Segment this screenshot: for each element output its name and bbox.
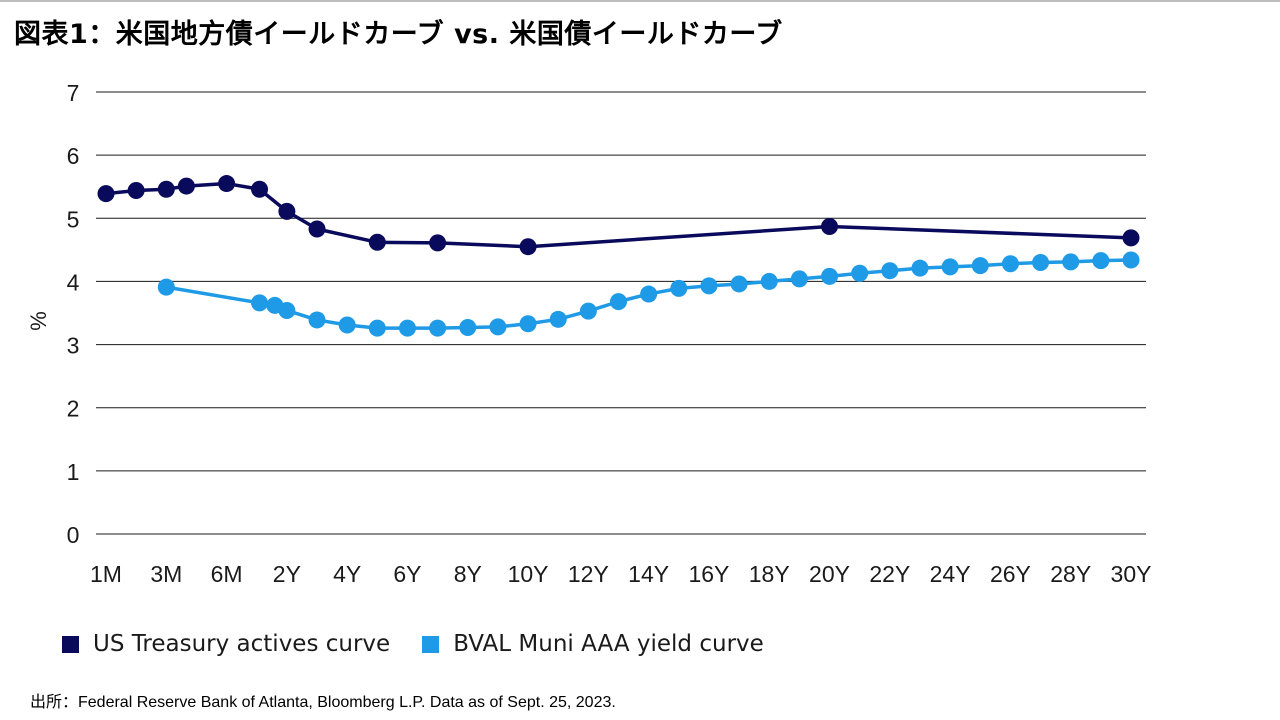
- data-point: [519, 315, 537, 333]
- data-point: [519, 238, 537, 256]
- data-point: [489, 318, 507, 336]
- data-point: [308, 311, 326, 329]
- y-tick-label: 1: [67, 459, 80, 485]
- y-axis-ticks: 0 1 2 3 4 5 6 7: [67, 80, 80, 548]
- top-rule: [0, 0, 1280, 2]
- data-point: [251, 180, 269, 198]
- legend-item-treasury: US Treasury actives curve: [62, 631, 390, 657]
- y-tick-label: 5: [67, 206, 80, 232]
- data-point: [218, 175, 236, 193]
- series-treasury: [97, 175, 1140, 256]
- data-point: [338, 316, 356, 334]
- data-point: [640, 285, 658, 303]
- legend-label-muni: BVAL Muni AAA yield curve: [453, 631, 764, 657]
- y-axis-label: %: [26, 311, 51, 331]
- data-point: [851, 264, 869, 282]
- x-tick-label: 18Y: [749, 561, 790, 587]
- x-tick-label: 16Y: [688, 561, 729, 587]
- data-point: [610, 293, 627, 311]
- legend-item-muni: BVAL Muni AAA yield curve: [422, 631, 764, 657]
- legend-swatch-muni: [422, 635, 440, 653]
- x-tick-label: 10Y: [508, 561, 549, 587]
- x-tick-label: 8Y: [454, 561, 482, 587]
- data-point: [459, 319, 477, 337]
- series-muni: [157, 251, 1140, 337]
- y-tick-label: 3: [67, 333, 80, 359]
- data-point: [670, 279, 688, 297]
- data-point: [398, 319, 416, 337]
- x-tick-label: 1M: [90, 561, 122, 587]
- data-point: [177, 177, 195, 195]
- data-point: [127, 182, 145, 200]
- data-point: [308, 220, 326, 238]
- data-point: [941, 258, 959, 276]
- data-point: [429, 234, 447, 252]
- chart-title: 図表1：米国地方債イールドカーブ vs. 米国債イールドカーブ: [14, 19, 783, 50]
- data-point: [579, 302, 597, 320]
- data-point: [157, 180, 175, 198]
- x-tick-label: 28Y: [1050, 561, 1091, 587]
- data-point: [821, 217, 839, 235]
- data-point: [157, 278, 175, 296]
- x-tick-label: 30Y: [1111, 561, 1152, 587]
- data-point: [1122, 229, 1140, 247]
- source-note: 出所：Federal Reserve Bank of Atlanta, Bloo…: [30, 694, 616, 711]
- data-point: [368, 319, 386, 337]
- data-point: [1122, 251, 1140, 269]
- x-axis-ticks: 1M 3M 6M 2Y 4Y 6Y 8Y 10Y 12Y 14Y 16Y 18Y 20Y 22Y 24Y 26…: [90, 561, 1151, 587]
- x-tick-label: 26Y: [990, 561, 1031, 587]
- x-tick-label: 20Y: [809, 561, 850, 587]
- legend: US Treasury actives curve BVAL Muni AAA …: [62, 628, 796, 660]
- data-point: [790, 270, 808, 288]
- x-tick-label: 2Y: [273, 561, 301, 587]
- series-layer: [97, 175, 1140, 337]
- x-tick-label: 24Y: [930, 561, 971, 587]
- y-tick-label: 7: [67, 80, 80, 106]
- x-tick-label: 3M: [150, 561, 182, 587]
- y-tick-label: 6: [67, 143, 80, 169]
- data-point: [429, 319, 447, 337]
- data-point: [368, 233, 386, 251]
- data-point: [278, 202, 296, 220]
- data-point: [911, 259, 929, 277]
- x-tick-label: 6M: [211, 561, 243, 587]
- x-tick-label: 6Y: [393, 561, 421, 587]
- x-tick-label: 14Y: [628, 561, 669, 587]
- data-point: [971, 257, 989, 275]
- data-point: [881, 262, 899, 280]
- x-tick-label: 4Y: [333, 561, 361, 587]
- legend-swatch-treasury: [62, 635, 79, 653]
- data-point: [251, 294, 269, 312]
- data-point: [1092, 252, 1110, 270]
- data-point: [1001, 255, 1019, 273]
- y-tick-label: 0: [67, 522, 80, 548]
- gridlines: [96, 91, 1146, 535]
- data-point: [700, 277, 718, 295]
- data-point: [1032, 253, 1050, 271]
- data-point: [1062, 253, 1080, 271]
- data-point: [730, 275, 748, 293]
- data-point: [821, 267, 839, 285]
- data-point: [278, 301, 296, 319]
- x-tick-label: 12Y: [568, 561, 609, 587]
- data-point: [760, 272, 778, 290]
- y-tick-label: 4: [67, 269, 80, 295]
- x-tick-label: 22Y: [869, 561, 910, 587]
- data-point: [97, 185, 115, 203]
- data-point: [549, 310, 567, 328]
- legend-label-treasury: US Treasury actives curve: [93, 631, 391, 657]
- y-tick-label: 2: [67, 396, 80, 422]
